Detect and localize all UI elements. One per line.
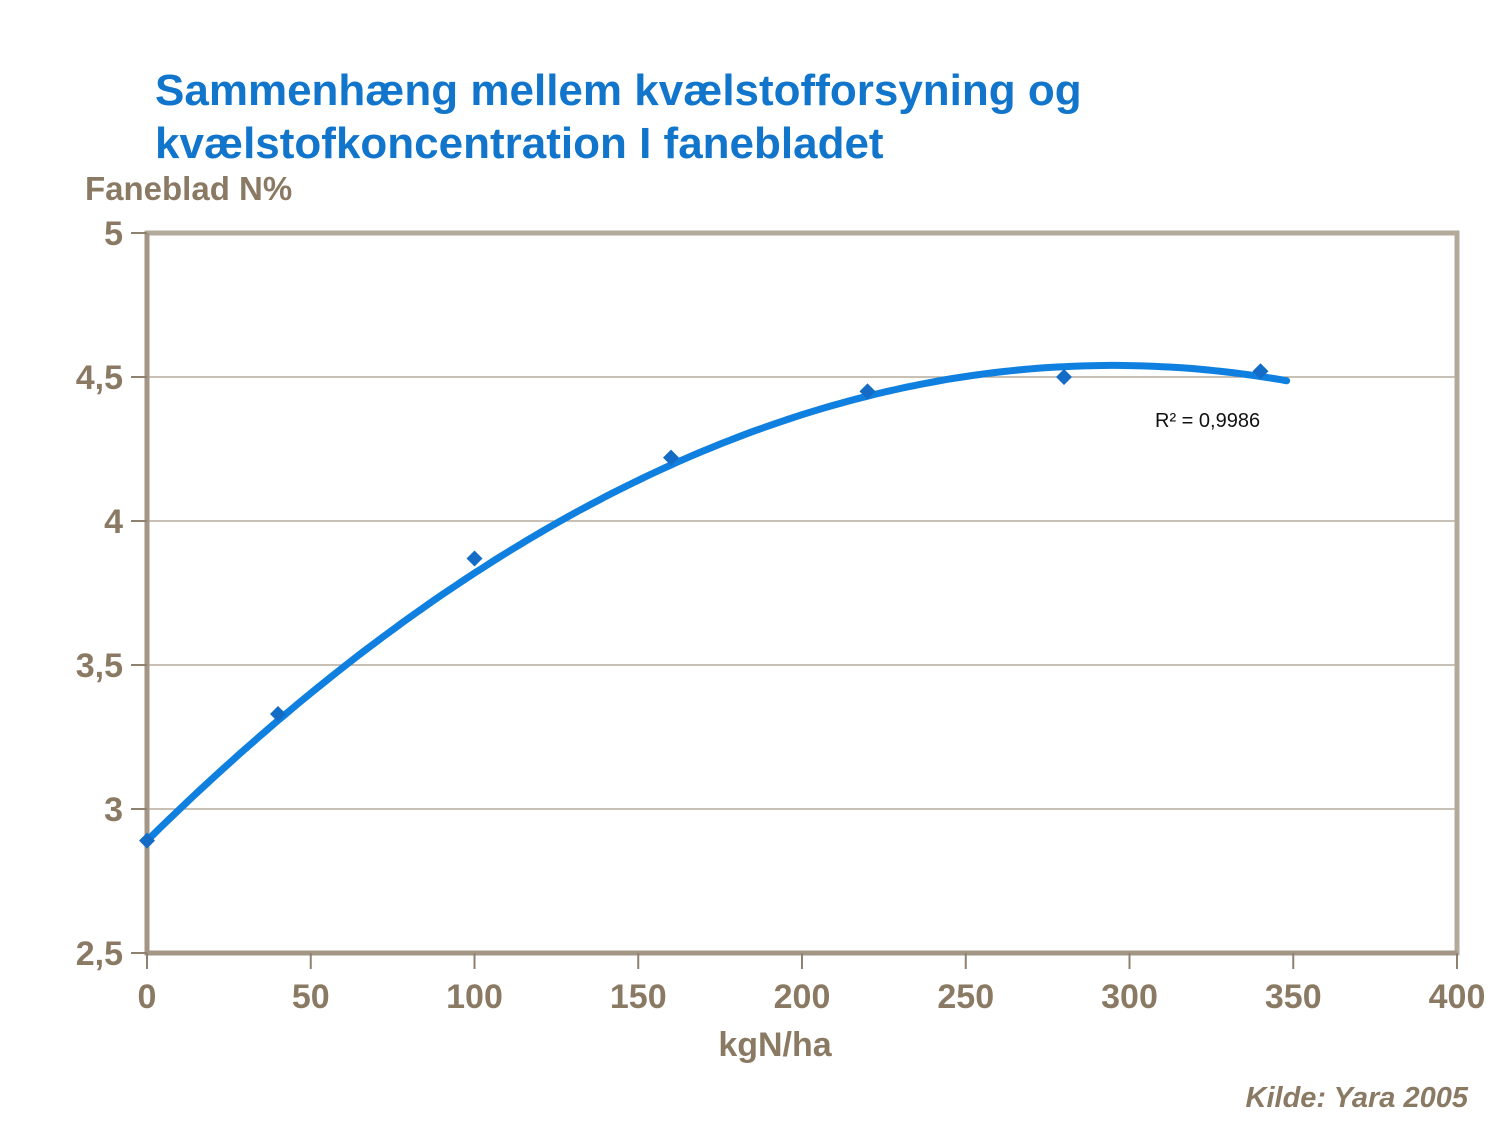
y-tick-label: 3 bbox=[104, 791, 123, 829]
x-tick-label: 400 bbox=[1429, 978, 1486, 1016]
slide-title: Sammenhæng mellem kvælstofforsyning og kv… bbox=[155, 64, 1082, 170]
x-tick-label: 200 bbox=[774, 978, 831, 1016]
trend-line bbox=[143, 361, 1291, 845]
y-tick-label: 4,5 bbox=[76, 359, 123, 397]
x-tick-label: 0 bbox=[138, 978, 157, 1016]
data-point-marker bbox=[663, 449, 679, 466]
y-tick-label: 2,5 bbox=[76, 935, 123, 973]
data-point-marker bbox=[859, 383, 876, 400]
x-tick-label: 300 bbox=[1101, 978, 1158, 1016]
title-line-1: Sammenhæng mellem kvælstofforsyning og bbox=[155, 66, 1082, 115]
data-point-marker bbox=[139, 832, 155, 849]
x-tick-label: 100 bbox=[446, 978, 503, 1016]
x-tick-label: 350 bbox=[1265, 978, 1322, 1016]
title-line-2: kvælstofkoncentration I fanebladet bbox=[155, 119, 884, 168]
x-tick-label: 250 bbox=[937, 978, 994, 1016]
source-credit: Kilde: Yara 2005 bbox=[1245, 1082, 1468, 1114]
data-point-marker bbox=[270, 705, 286, 722]
data-point-marker bbox=[1252, 363, 1269, 380]
x-tick-label: 50 bbox=[292, 978, 330, 1016]
y-tick-label: 5 bbox=[104, 215, 123, 253]
plot-frame bbox=[144, 230, 1460, 956]
y-axis-title: Faneblad N% bbox=[85, 170, 293, 207]
r-squared-label: R² = 0,9986 bbox=[1155, 410, 1261, 432]
x-tick-label: 150 bbox=[610, 978, 667, 1016]
data-point-marker bbox=[1056, 369, 1072, 385]
y-tick-label: 4 bbox=[104, 503, 123, 541]
y-tick-label: 3,5 bbox=[76, 647, 123, 685]
x-axis-title: kgN/ha bbox=[718, 1026, 832, 1064]
data-point-marker bbox=[466, 550, 483, 567]
